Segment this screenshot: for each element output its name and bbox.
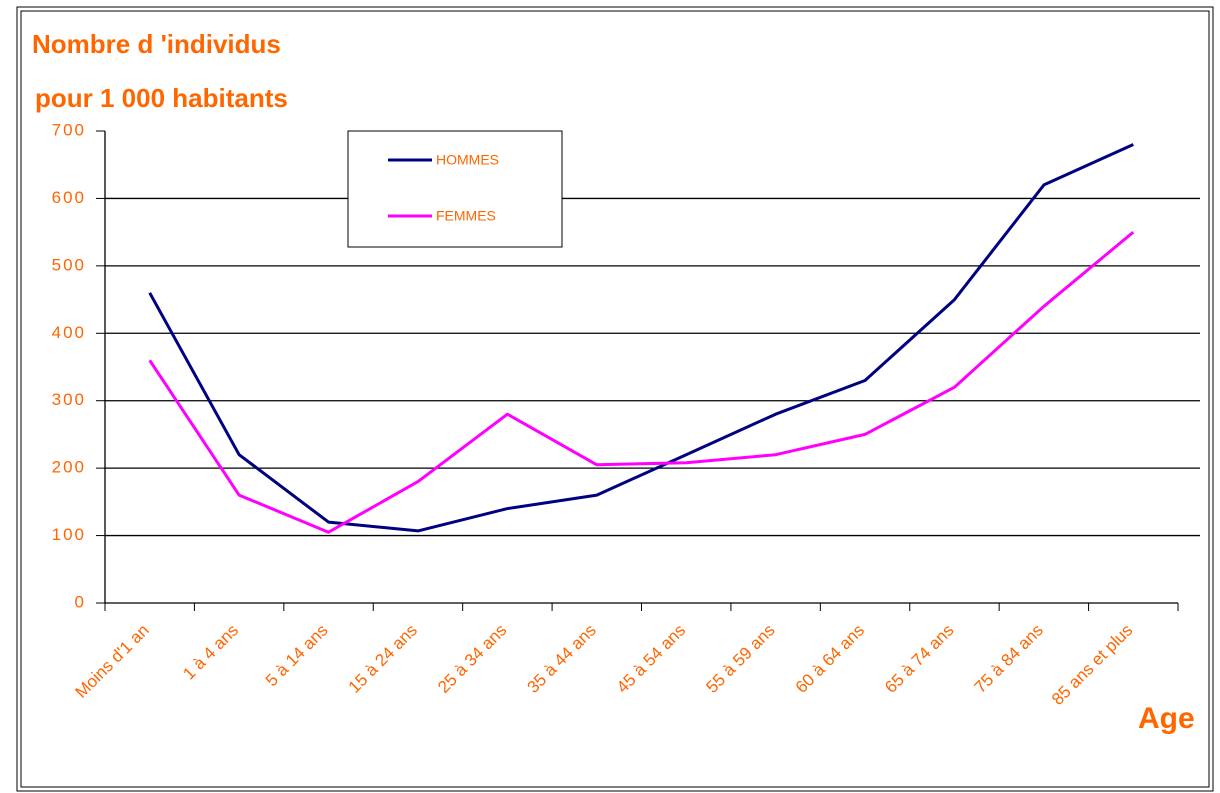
x-tick-label: 5 à 14 ans [262, 621, 332, 691]
outer-border [16, 6, 1214, 792]
chart-title: Nombre d 'individus [32, 29, 281, 59]
x-tick-label: 45 à 54 ans [613, 621, 689, 697]
x-tick-label: 1 à 4 ans [179, 621, 242, 684]
x-axis-label: Age [1138, 702, 1195, 735]
x-tick-label: 55 à 59 ans [702, 621, 778, 697]
y-tick-label: 300 [52, 390, 86, 409]
inner-border [20, 10, 1210, 788]
x-tick-label: 60 à 64 ans [792, 621, 868, 697]
y-tick-label: 700 [52, 120, 86, 139]
x-tick-label: 85 ans et plus [1048, 621, 1136, 709]
y-tick-label: 100 [52, 525, 86, 544]
y-tick-label: 400 [52, 323, 86, 342]
legend-label: HOMMES [436, 152, 499, 168]
x-tick-label: 75 à 84 ans [971, 621, 1047, 697]
y-tick-label: 0 [75, 592, 86, 611]
series-line [148, 230, 1135, 534]
legend-label: FEMMES [436, 208, 496, 224]
x-tick-label: Moins d'1 an [71, 621, 152, 702]
x-tick-label: 35 à 44 ans [524, 621, 600, 697]
series-line [148, 143, 1134, 533]
y-tick-label: 600 [52, 188, 86, 207]
legend-box [347, 130, 563, 248]
y-tick-label: 500 [52, 255, 86, 274]
x-tick-label: 65 à 74 ans [881, 621, 957, 697]
x-tick-label: 25 à 34 ans [434, 621, 510, 697]
y-tick-label: 200 [52, 458, 86, 477]
chart-subtitle: pour 1 000 habitants [35, 83, 288, 113]
x-tick-label: 15 à 24 ans [345, 621, 421, 697]
